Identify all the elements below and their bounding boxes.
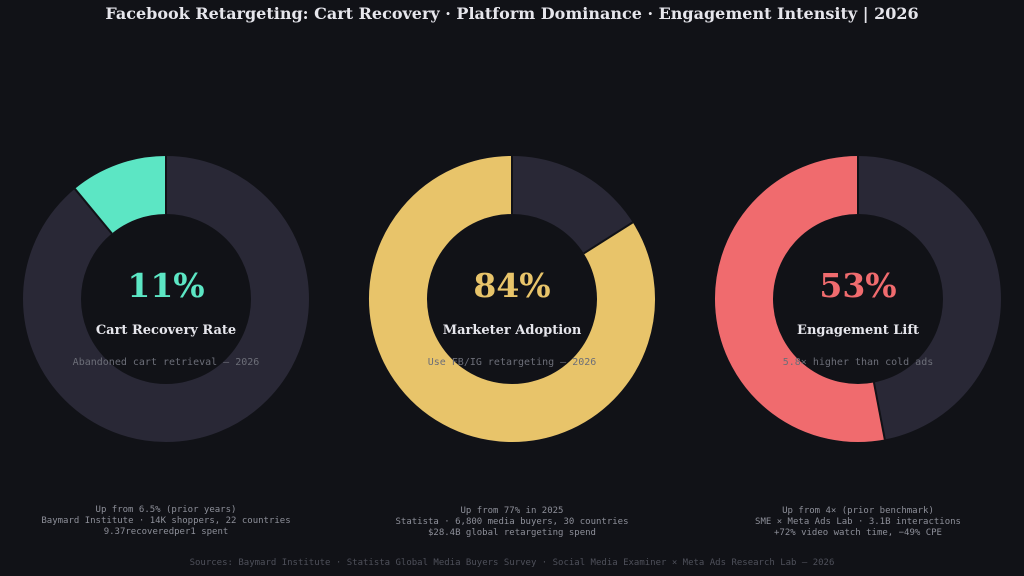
donut-subtitle-marketer-adoption: Use FB/IG retargeting — 2026: [428, 357, 597, 368]
donut-name-cart-recovery: Cart Recovery Rate: [96, 323, 236, 338]
note-line: Up from 77% in 2025: [460, 506, 564, 516]
donut-cart-recovery: 11% Cart Recovery Rate Abandoned cart re…: [23, 156, 309, 442]
donut-value-cart-recovery: 11%: [127, 266, 204, 305]
note-line: +72% video watch time, −49% CPE: [774, 528, 942, 538]
segment-divider: [872, 382, 886, 440]
note-line: SME × Meta Ads Lab · 3.1B interactions: [755, 517, 961, 527]
sources-footnote: Sources: Baymard Institute · Statista Gl…: [189, 558, 835, 568]
segment-divider: [583, 221, 634, 255]
donut-subtitle-engagement-lift: 5.8× higher than cold ads: [783, 357, 934, 368]
donut-marketer-adoption: 84% Marketer Adoption Use FB/IG retarget…: [369, 156, 655, 442]
donut-value-engagement-lift: 53%: [819, 266, 896, 305]
donut-engagement-lift: 53% Engagement Lift 5.8× higher than col…: [715, 156, 1001, 442]
donut-name-marketer-adoption: Marketer Adoption: [443, 323, 582, 338]
note-line: Up from 6.5% (prior years): [95, 505, 237, 515]
chart-title: Facebook Retargeting: Cart Recovery · Pl…: [105, 4, 919, 23]
donut-name-engagement-lift: Engagement Lift: [797, 323, 919, 338]
donut-value-marketer-adoption: 84%: [473, 266, 550, 305]
note-line: 9.37recoveredper1 spent: [103, 527, 229, 537]
note-line: $28.4B global retargeting spend: [428, 528, 596, 538]
donut-arc-cart-recovery: [74, 156, 168, 235]
notes-marketer-adoption: Up from 77% in 2025 Statista · 6,800 med…: [352, 506, 672, 539]
note-line: Statista · 6,800 media buyers, 30 countr…: [395, 517, 629, 527]
notes-engagement-lift: Up from 4× (prior benchmark) SME × Meta …: [698, 506, 1018, 539]
note-line: Up from 4× (prior benchmark): [782, 506, 934, 516]
notes-cart-recovery: Up from 6.5% (prior years) Baymard Insti…: [6, 505, 326, 538]
donut-subtitle-cart-recovery: Abandoned cart retrieval — 2026: [73, 357, 260, 368]
donut-arc-engagement-lift: [715, 156, 885, 442]
donut-arc-marketer-adoption: [369, 156, 655, 442]
note-line: Baymard Institute · 14K shoppers, 22 cou…: [41, 516, 291, 526]
segment-divider: [74, 188, 113, 235]
